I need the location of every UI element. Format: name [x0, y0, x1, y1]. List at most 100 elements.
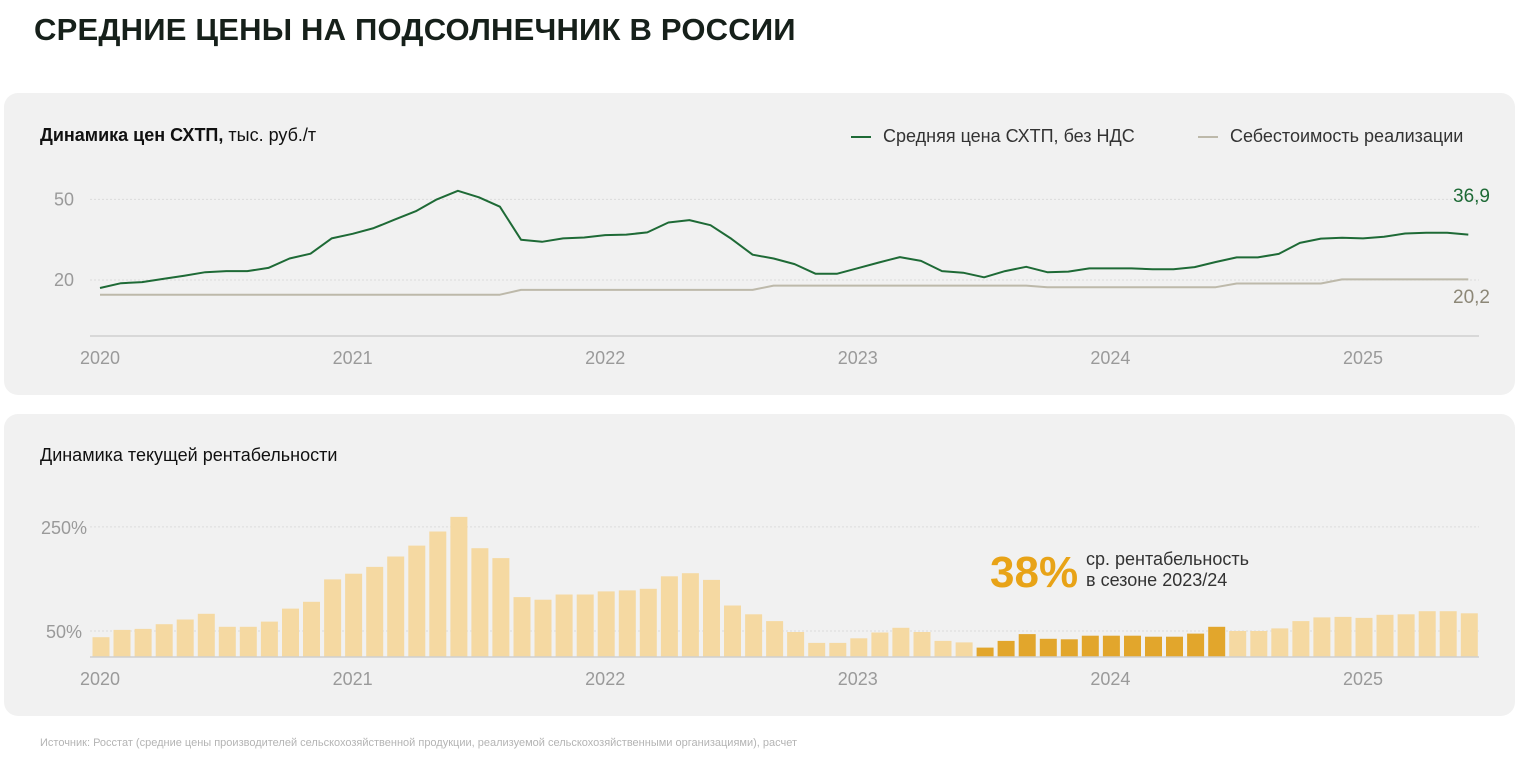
bar — [282, 608, 299, 657]
bar — [1081, 635, 1099, 657]
bar — [1439, 611, 1457, 657]
bar — [366, 566, 384, 657]
profitability-chart-title: Динамика текущей рентабельности — [40, 445, 338, 465]
bar — [1313, 617, 1331, 657]
bar — [239, 626, 257, 657]
page-title: СРЕДНИЕ ЦЕНЫ НА ПОДСОЛНЕЧНИК В РОССИИ — [34, 12, 796, 47]
bar — [787, 632, 805, 657]
bar — [513, 597, 531, 657]
bar — [176, 619, 194, 657]
source-note: Источник: Росстат (средние цены производ… — [40, 737, 798, 749]
bar — [324, 579, 342, 657]
bar — [1460, 613, 1478, 657]
profitability-bar-chart: 250% 50% 2020 2021 2022 2023 2024 2025 38% ср. ре… — [41, 516, 1479, 689]
bar — [1039, 638, 1057, 657]
profitability-chart-panel: Динамика текущей рентабельности 250% 50% 2… — [4, 414, 1515, 716]
bar — [1292, 621, 1310, 657]
bar — [1397, 614, 1415, 657]
x-tick-label-2024: 2024 — [1090, 669, 1130, 689]
bar — [618, 590, 636, 657]
bar — [450, 516, 468, 657]
bar — [1271, 628, 1289, 657]
bar — [850, 638, 868, 657]
bar — [1334, 616, 1352, 657]
bar — [1229, 631, 1247, 657]
bar — [576, 594, 594, 657]
x-tick-label-2022: 2022 — [585, 669, 625, 689]
x-tick-label-2024: 2024 — [1090, 348, 1130, 368]
y-tick-label-250%: 250% — [41, 518, 87, 538]
legend-item-cost: Себестоимость реализации — [1198, 126, 1463, 147]
y-tick-label-20: 20 — [54, 270, 74, 290]
end-label-cost: 20,2 — [1453, 287, 1490, 308]
bar — [387, 556, 405, 657]
bar — [1145, 636, 1162, 657]
bar — [1102, 635, 1120, 657]
legend-item-price: Средняя цена СХТП, без НДС — [851, 126, 1135, 147]
legend-label-price: Средняя цена СХТП, без НДС — [883, 126, 1135, 146]
legend-label-cost: Себестоимость реализации — [1230, 126, 1464, 146]
bar — [892, 627, 910, 657]
bar — [913, 632, 931, 657]
bar — [703, 579, 720, 657]
bar — [1355, 617, 1373, 657]
bar — [724, 605, 741, 657]
end-label-price: 36,9 — [1453, 186, 1490, 207]
bar — [92, 637, 110, 657]
bar — [197, 613, 215, 657]
bar — [303, 601, 320, 657]
bar — [534, 599, 552, 657]
price-chart-title-unit: тыс. руб./т — [228, 125, 317, 145]
bar — [808, 642, 826, 657]
x-tick-label-2020: 2020 — [80, 669, 120, 689]
bar — [660, 576, 678, 657]
bar — [1060, 639, 1078, 657]
bar — [155, 624, 173, 657]
bar — [1187, 633, 1205, 657]
bar — [1250, 631, 1268, 657]
bar — [555, 594, 573, 657]
x-tick-label-2021: 2021 — [333, 348, 373, 368]
bar — [1124, 635, 1141, 657]
bar — [976, 647, 994, 657]
bar — [218, 626, 236, 657]
bar — [871, 632, 889, 657]
bar — [134, 628, 152, 657]
x-tick-label-2023: 2023 — [838, 669, 878, 689]
bar — [1208, 626, 1226, 657]
bar — [260, 621, 278, 657]
bar — [1376, 614, 1394, 657]
annotation-value: 38% — [990, 548, 1078, 597]
bar — [408, 545, 426, 657]
bar — [934, 640, 952, 657]
legend-swatch-price — [851, 135, 871, 138]
bar — [345, 573, 363, 657]
series-line-cost — [100, 278, 1469, 296]
bar — [639, 588, 657, 657]
annotation-line2: в сезоне 2023/24 — [1086, 570, 1227, 590]
bar — [597, 591, 615, 657]
price-chart-title-main: Динамика цен СХТП, — [40, 125, 224, 145]
x-tick-label-2020: 2020 — [80, 348, 120, 368]
bar — [471, 548, 489, 657]
price-chart-title: Динамика цен СХТП, тыс. руб./т — [40, 125, 316, 146]
bar — [429, 531, 447, 657]
bar — [1018, 634, 1036, 657]
y-tick-label-50: 50 — [54, 189, 74, 209]
bar — [113, 629, 131, 657]
x-tick-label-2025: 2025 — [1343, 348, 1383, 368]
legend-swatch-cost — [1198, 135, 1218, 138]
y-tick-label-50%: 50% — [46, 622, 82, 642]
bar — [745, 614, 763, 657]
bar — [829, 642, 847, 657]
annotation-line1: ср. рентабельность — [1086, 549, 1249, 569]
bar — [955, 642, 973, 657]
bar — [766, 621, 784, 657]
bar — [681, 573, 699, 657]
bar — [492, 558, 510, 657]
bar — [1418, 611, 1436, 657]
x-tick-label-2021: 2021 — [333, 669, 373, 689]
x-tick-label-2023: 2023 — [838, 348, 878, 368]
series-line-price — [99, 189, 1469, 289]
